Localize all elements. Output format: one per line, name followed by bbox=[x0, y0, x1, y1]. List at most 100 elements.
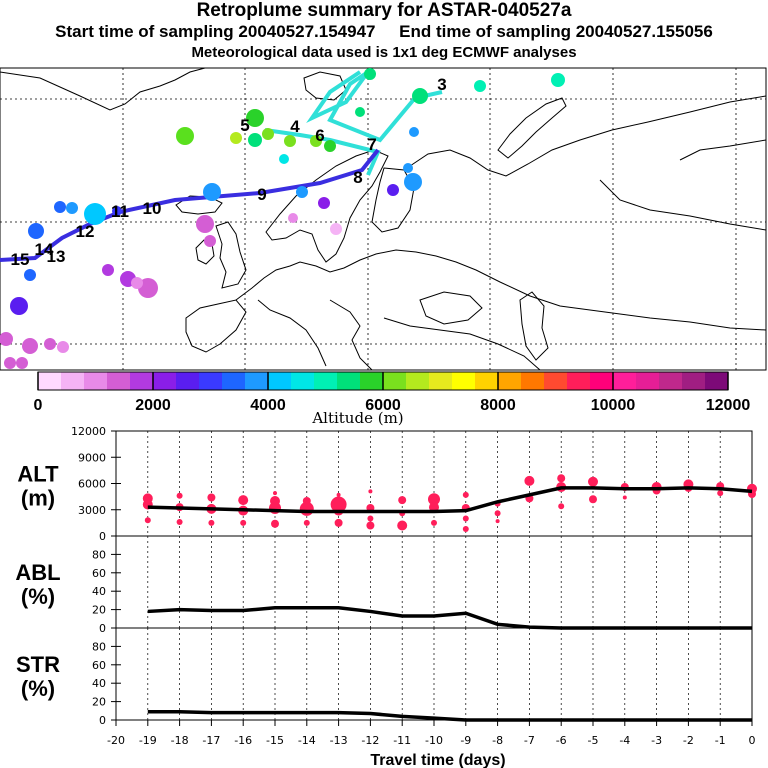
colorbar-cell bbox=[498, 372, 522, 390]
altitude-point bbox=[495, 519, 500, 524]
altitude-point bbox=[273, 491, 277, 496]
trajectory-day-label: 7 bbox=[367, 135, 376, 154]
y-tick-label: 60 bbox=[92, 659, 106, 672]
altitude-point bbox=[429, 502, 439, 513]
trajectory-day-label: 12 bbox=[76, 222, 95, 241]
colorbar-cell bbox=[406, 372, 430, 390]
colorbar-cell bbox=[38, 372, 62, 390]
x-tick-label: -4 bbox=[619, 734, 630, 747]
altitude-point bbox=[588, 476, 598, 487]
altitude-point bbox=[240, 519, 247, 526]
colorbar-tick-label: 8000 bbox=[480, 397, 516, 414]
altitude-point bbox=[336, 492, 341, 497]
colorbar-cell bbox=[705, 372, 729, 390]
y-tick-label: 40 bbox=[92, 677, 106, 690]
altitude-point bbox=[238, 495, 249, 506]
altitude-point bbox=[176, 492, 183, 499]
y-tick-label: 20 bbox=[92, 604, 106, 617]
trajectory-day-label: 10 bbox=[143, 199, 162, 218]
y-tick-label: 0 bbox=[99, 714, 106, 727]
y-tick-label: 60 bbox=[92, 567, 106, 580]
altitude-point bbox=[207, 493, 216, 502]
altitude-point bbox=[462, 526, 469, 532]
x-tick-label: -19 bbox=[139, 734, 157, 747]
altitude-point bbox=[462, 491, 469, 498]
colorbar-cell bbox=[222, 372, 246, 390]
x-tick-label: -15 bbox=[266, 734, 284, 747]
colorbar-cell bbox=[636, 372, 660, 390]
altitude-point bbox=[397, 520, 408, 531]
altitude-point bbox=[428, 493, 440, 506]
altitude-point bbox=[589, 495, 597, 504]
colorbar-cell bbox=[521, 372, 545, 390]
altitude-point bbox=[208, 519, 215, 526]
x-axis: -20 -19 -18 -17 -16 -15 -14 -13 -12 -11 -10 -9 -8 -7-… bbox=[107, 720, 756, 747]
x-axis-label: Travel time (days) bbox=[370, 752, 505, 768]
panel-abl: 80 60 40 20 0 ABL(%) bbox=[15, 535, 753, 635]
panel-alt: 12000 9000 6000 3000 0 ALT(m) bbox=[17, 425, 757, 543]
altitude-point bbox=[176, 519, 183, 525]
colorbar-tick-label: 6000 bbox=[365, 397, 401, 414]
colorbar-cell bbox=[613, 372, 637, 390]
altitude-point bbox=[557, 474, 566, 483]
panel-ylabel: ALT bbox=[17, 462, 59, 487]
x-tick-label: -18 bbox=[171, 734, 189, 747]
y-tick-label: 20 bbox=[92, 696, 106, 709]
altitude-point bbox=[622, 495, 627, 500]
colorbar-cell bbox=[337, 372, 361, 390]
trajectory-day-label: 13 bbox=[47, 247, 66, 266]
colorbar-frame bbox=[37, 371, 729, 391]
x-tick-label: -14 bbox=[298, 734, 316, 747]
altitude-point bbox=[366, 521, 375, 530]
colorbar-cell bbox=[130, 372, 154, 390]
trajectory-main bbox=[0, 148, 380, 262]
colorbar-cell bbox=[176, 372, 200, 390]
panel-str: 80 60 40 20 0 STR(%) bbox=[16, 627, 753, 727]
cluster-dots bbox=[0, 68, 565, 369]
meteorological-data-note: Meteorological data used is 1x1 deg ECMW… bbox=[191, 44, 577, 61]
colorbar-cell bbox=[314, 372, 338, 390]
y-tick-label: 3000 bbox=[78, 504, 106, 517]
x-tick-label: -17 bbox=[202, 734, 220, 747]
colorbar-tick-label: 10000 bbox=[591, 397, 636, 414]
colorbar-cell bbox=[61, 372, 85, 390]
fraction-line bbox=[147, 709, 752, 722]
x-tick-label: -6 bbox=[556, 734, 567, 747]
x-tick-label: 0 bbox=[749, 734, 756, 747]
mean-altitude-line bbox=[147, 486, 753, 514]
colorbar-cell bbox=[360, 372, 384, 390]
altitude-point bbox=[368, 489, 373, 494]
altitude-point bbox=[271, 519, 279, 528]
trajectory-day-label: 5 bbox=[240, 116, 249, 135]
altitude-point bbox=[494, 510, 501, 517]
colorbar-cell bbox=[659, 372, 683, 390]
colorbar-tick-label: 12000 bbox=[706, 397, 751, 414]
x-tick-label: -2 bbox=[683, 734, 694, 747]
colorbar-cells bbox=[37, 372, 729, 390]
x-tick-label: -20 bbox=[107, 734, 125, 747]
colorbar-cell bbox=[544, 372, 568, 390]
colorbar-cell bbox=[268, 372, 292, 390]
y-tick-label: 9000 bbox=[78, 451, 106, 464]
panel-ylabel: STR bbox=[16, 652, 60, 677]
y-tick-label: 0 bbox=[99, 530, 106, 543]
y-tick-label: 80 bbox=[92, 640, 106, 653]
x-tick-label: -16 bbox=[234, 734, 252, 747]
colorbar-cell bbox=[153, 372, 177, 390]
y-tick-label: 0 bbox=[99, 622, 106, 635]
panel-ylabel: ABL bbox=[15, 560, 60, 585]
trajectory-day-label: 4 bbox=[290, 117, 300, 136]
x-tick-label: -13 bbox=[330, 734, 348, 747]
colorbar-cell bbox=[245, 372, 269, 390]
colorbar-cell bbox=[682, 372, 706, 390]
trajectory-day-label: 14 bbox=[35, 240, 54, 259]
y-tick-label: 6000 bbox=[78, 478, 106, 491]
altitude-point bbox=[303, 519, 310, 526]
coastlines bbox=[0, 67, 767, 371]
trajectory-day-label: 6 bbox=[315, 126, 324, 145]
trajectory-day-label: 9 bbox=[257, 185, 266, 204]
y-tick-label: 40 bbox=[92, 585, 106, 598]
x-tick-label: -5 bbox=[588, 734, 599, 747]
